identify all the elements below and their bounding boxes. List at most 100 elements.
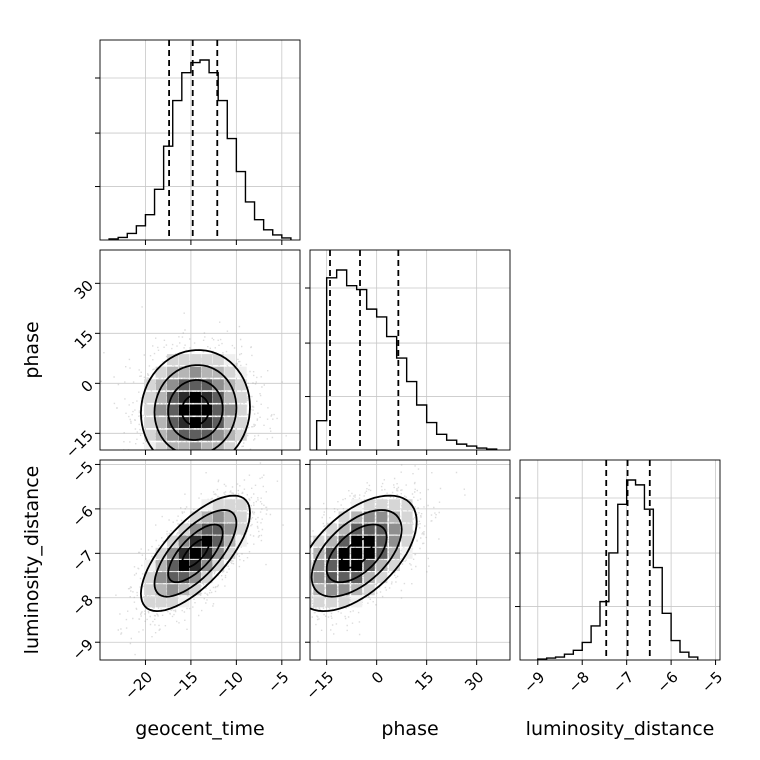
x-tick-label: −8 [565, 668, 593, 696]
density-cell [155, 572, 167, 584]
density-cell [144, 572, 156, 584]
density-cell [167, 379, 179, 391]
density-cell [401, 535, 413, 547]
density-cell [189, 535, 201, 547]
density-cell [189, 417, 201, 429]
contour-line [167, 379, 224, 441]
density-cell [376, 535, 388, 547]
density-cell [363, 511, 375, 523]
y-tick-label: −9 [69, 636, 97, 664]
density-cell [325, 559, 337, 571]
x-tick-label: 0 [368, 668, 387, 687]
density-cell [189, 584, 201, 596]
density-cell [212, 559, 224, 571]
density-cell [212, 535, 224, 547]
hist-geocent_time [108, 59, 292, 240]
density-cell [338, 572, 350, 584]
x-tick-label: 30 [461, 668, 487, 694]
density-cell [363, 523, 375, 535]
density-cell [212, 391, 224, 403]
density-cell [144, 379, 156, 391]
density-cell [189, 442, 201, 450]
density-cell [144, 404, 156, 416]
density-cell [144, 584, 156, 596]
contour-line [153, 364, 238, 450]
density-cell [178, 572, 190, 584]
density-cell [325, 572, 337, 584]
density-cell [338, 596, 350, 608]
density-cell [178, 584, 190, 596]
density-cell [155, 547, 167, 559]
density-cell [155, 442, 167, 450]
density-cell [376, 572, 388, 584]
density-cell [201, 404, 213, 416]
density-cell [235, 523, 247, 535]
y-tick-label: 30 [71, 277, 97, 303]
density-cell [325, 596, 337, 608]
y-tick-label: −15 [62, 427, 97, 462]
density-cell [224, 429, 236, 441]
density-cell [189, 404, 201, 416]
density-cell [167, 429, 179, 441]
density-cell [155, 391, 167, 403]
axes-frame [309, 249, 511, 451]
density-cell [189, 559, 201, 571]
panel-geocent_time-geocent_time [95, 39, 301, 245]
density-cell [388, 559, 400, 571]
density-cell [325, 535, 337, 547]
density-cell [178, 417, 190, 429]
density-cell [325, 584, 337, 596]
density-cell [401, 499, 413, 511]
contour-line [325, 523, 388, 584]
density-cell [167, 391, 179, 403]
density-cell [178, 366, 190, 378]
density-cell [224, 547, 236, 559]
contour-line [310, 509, 403, 598]
contour-line [180, 538, 211, 569]
density-cell [388, 499, 400, 511]
density-cell [235, 391, 247, 403]
density-cell [189, 391, 201, 403]
x-tick-label: −15 [302, 668, 337, 703]
density-cell [189, 379, 201, 391]
density-cell [235, 429, 247, 441]
density-cell [224, 499, 236, 511]
density-cell [167, 572, 179, 584]
scatter-points [115, 462, 284, 656]
density-cell [167, 584, 179, 596]
density-cell [201, 559, 213, 571]
density-cell [167, 354, 179, 366]
density-cell [167, 417, 179, 429]
density-cell [201, 535, 213, 547]
density-cell [201, 429, 213, 441]
contour-line [139, 349, 251, 450]
panel-luminosity_distance-luminosity_distance: −9 −8 −7 −6 −5 [515, 459, 726, 696]
density-cell [178, 354, 190, 366]
density-cell [224, 354, 236, 366]
density-cell [167, 547, 179, 559]
y-tick-label: −6 [69, 502, 97, 530]
density-cell [338, 523, 350, 535]
density-cell [235, 511, 247, 523]
density-cell [376, 499, 388, 511]
density-cell [167, 535, 179, 547]
y-tick-label: −7 [69, 547, 97, 575]
hist-luminosity_distance [537, 479, 699, 660]
density-cell [224, 417, 236, 429]
density-cell [310, 547, 312, 559]
density-cell [144, 596, 156, 608]
density-cell [235, 366, 247, 378]
density-cell [224, 535, 236, 547]
density-cell [155, 404, 167, 416]
density-cell [189, 366, 201, 378]
joint-area [100, 306, 287, 450]
density-cell [212, 429, 224, 441]
x-tick-label: −9 [520, 668, 548, 696]
density-cell [313, 596, 325, 608]
density-cell [401, 511, 413, 523]
y-tick-label: −8 [69, 591, 97, 619]
density-cell [155, 559, 167, 571]
density-cell [313, 559, 325, 571]
x-tick-label: −6 [653, 668, 681, 696]
